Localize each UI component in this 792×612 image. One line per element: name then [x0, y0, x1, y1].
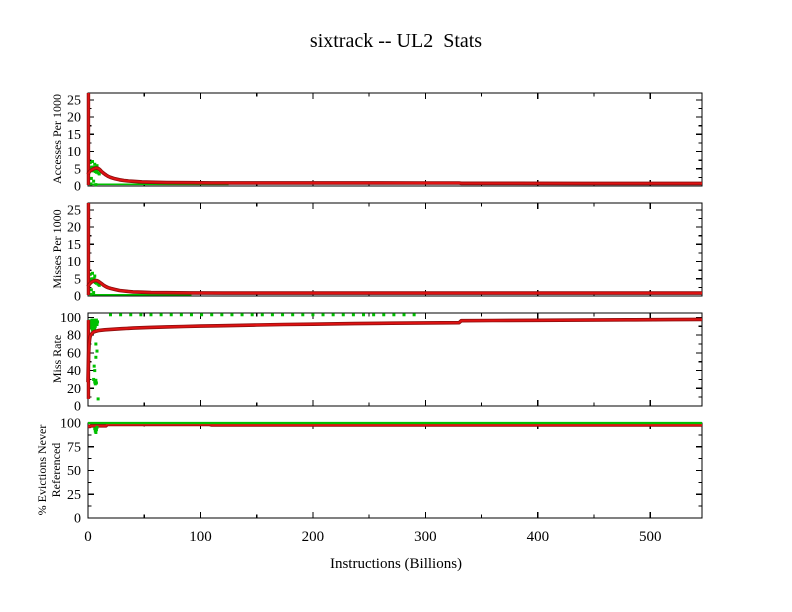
series-red-mean: [86, 278, 702, 295]
series-green-samples-dip: [93, 425, 99, 434]
plot-frame: [87, 92, 703, 187]
y-tick-label: 100: [60, 417, 81, 432]
x-tick-label: 0: [84, 529, 92, 545]
series-green-samples-top-run: [108, 313, 416, 317]
y-tick-label: 20: [67, 382, 81, 397]
y-tick-label: 25: [67, 93, 81, 108]
y-tick-label: 10: [67, 255, 81, 270]
y-tick-label: 20: [67, 221, 81, 236]
y-tick-label: 15: [67, 128, 81, 143]
y-tick-label: 10: [67, 145, 81, 160]
x-tick-label: 400: [527, 529, 550, 545]
x-axis-label: Instructions (Billions): [329, 556, 463, 572]
x-tick-label: 500: [639, 529, 662, 545]
y-tick-label: 75: [67, 440, 81, 455]
y-tick-label: 0: [74, 512, 81, 527]
y-tick-label: 0: [74, 400, 81, 415]
series-red-mean: [88, 422, 702, 429]
y-tick-label: 5: [74, 272, 81, 287]
y-tick-label: 15: [67, 238, 81, 253]
y-tick-label: 40: [67, 364, 81, 379]
y-tick-label: 80: [67, 329, 81, 344]
y-tick-label: 100: [60, 311, 81, 326]
plot-frame: [87, 202, 703, 297]
series-green-samples-low: [92, 342, 100, 401]
subplot-accesses-per-1000: 0 5 10 15 20 25: [67, 92, 703, 195]
x-tick-label: 300: [414, 529, 437, 545]
y-tick-label: 5: [74, 162, 81, 177]
axis-ticks: [87, 313, 702, 407]
y-tick-label: 25: [67, 203, 81, 218]
subplot-misses-per-1000: 0 5 10 15 20 25: [67, 202, 703, 305]
axis-ticks: [87, 203, 702, 297]
y-tick-label: 25: [67, 488, 81, 503]
axis-ticks: [87, 422, 702, 519]
x-tick-label: 200: [302, 529, 325, 545]
y-tick-label: 60: [67, 346, 81, 361]
y-tick-label: 20: [67, 111, 81, 126]
subplot-miss-rate: 0 20 40 60 80 100: [60, 311, 703, 415]
subplot-pct-evictions-never-referenced: 0 25 50 75 100 0 100 200 300 400 500: [60, 417, 703, 545]
axis-ticks: [87, 93, 702, 187]
plot-frame: [87, 422, 703, 519]
x-tick-label: 100: [189, 529, 212, 545]
y-tick-label: 0: [74, 290, 81, 305]
y-tick-label: 50: [67, 464, 81, 479]
y-tick-label: 0: [74, 180, 81, 195]
series-red-mean: [86, 317, 703, 383]
series-red-mean: [86, 166, 702, 186]
chart-title: sixtrack -- UL2 Stats: [309, 30, 483, 52]
